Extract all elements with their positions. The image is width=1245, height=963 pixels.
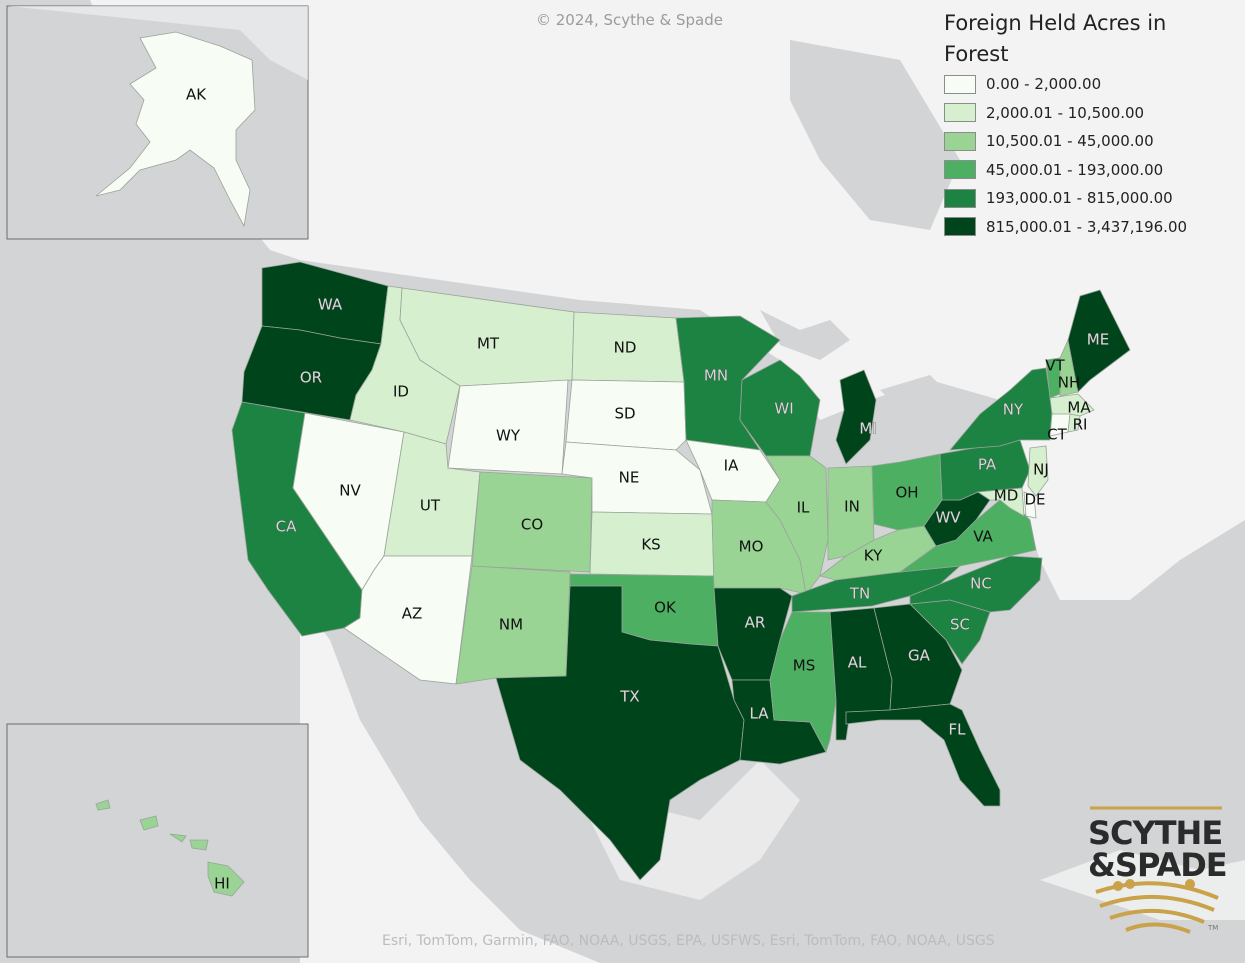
label-nm: NM [499, 616, 523, 634]
hawaii-inset: HI [6, 723, 309, 958]
label-ok: OK [654, 599, 677, 617]
label-wv: WV [935, 509, 961, 527]
state-tx[interactable] [495, 585, 745, 881]
label-az: AZ [402, 605, 423, 623]
label-ks: KS [641, 536, 660, 554]
label-vt: VT [1045, 357, 1065, 375]
label-ky: KY [864, 547, 883, 565]
label-fl: FL [949, 721, 967, 739]
legend-swatch [944, 217, 976, 237]
label-va: VA [973, 528, 993, 546]
state-fl[interactable] [845, 703, 1001, 807]
legend: Foreign Held Acres in Forest 0.00 - 2,00… [944, 8, 1244, 241]
scythe-spade-logo: SCYTHE &SPADE TM [1088, 806, 1226, 934]
label-nh: NH [1058, 374, 1081, 392]
label-sc: SC [950, 616, 970, 634]
legend-item: 193,000.01 - 815,000.00 [944, 184, 1244, 213]
legend-classes: 0.00 - 2,000.00 2,000.01 - 10,500.00 10,… [944, 70, 1244, 241]
legend-item: 0.00 - 2,000.00 [944, 70, 1244, 99]
legend-swatch [944, 103, 976, 123]
basemap-water [760, 40, 960, 410]
label-ca: CA [276, 518, 297, 536]
farm-field-icon [1095, 879, 1219, 934]
label-wa: WA [318, 296, 343, 314]
label-il: IL [797, 499, 810, 517]
state-sd[interactable] [565, 379, 687, 451]
label-or: OR [300, 369, 322, 387]
label-ri: RI [1073, 416, 1088, 434]
label-ak: AK [186, 86, 207, 104]
legend-swatch [944, 160, 976, 180]
label-mi: MI [859, 420, 876, 438]
states-layer [231, 261, 1131, 881]
label-pa: PA [978, 456, 997, 474]
state-mi[interactable] [835, 369, 877, 465]
label-ms: MS [793, 657, 815, 675]
legend-swatch [944, 131, 976, 151]
trademark-mark: TM [1207, 924, 1218, 932]
state-az[interactable] [343, 555, 473, 685]
state-me[interactable] [1067, 289, 1131, 393]
legend-item: 815,000.01 - 3,437,196.00 [944, 213, 1244, 242]
label-la: LA [750, 705, 770, 723]
state-md[interactable] [976, 487, 1025, 517]
label-ar: AR [745, 614, 766, 632]
legend-label: 815,000.01 - 3,437,196.00 [986, 217, 1188, 236]
label-sd: SD [614, 405, 635, 423]
legend-item: 45,000.01 - 193,000.00 [944, 156, 1244, 185]
label-id: ID [393, 383, 409, 401]
label-tn: TN [849, 585, 870, 603]
label-wi: WI [774, 400, 793, 418]
state-de[interactable] [1023, 491, 1037, 519]
state-nc[interactable] [909, 555, 1043, 613]
label-ma: MA [1067, 399, 1091, 417]
state-ma[interactable] [1049, 393, 1095, 417]
label-nd: ND [614, 339, 637, 357]
label-nv: NV [339, 482, 361, 500]
state-wi[interactable] [739, 359, 821, 457]
legend-label: 2,000.01 - 10,500.00 [986, 103, 1145, 122]
legend-label: 45,000.01 - 193,000.00 [986, 160, 1164, 179]
legend-label: 193,000.01 - 815,000.00 [986, 189, 1173, 208]
label-ne: NE [619, 469, 640, 487]
state-hi[interactable] [95, 799, 245, 897]
state-ak[interactable] [95, 31, 256, 228]
state-labels: WA OR CA NV ID MT WY UT AZ CO NM ND SD N… [275, 295, 1109, 739]
legend-label: 0.00 - 2,000.00 [986, 75, 1102, 94]
alaska-inset: AK [6, 5, 309, 240]
label-hi: HI [214, 875, 230, 893]
label-mo: MO [739, 538, 764, 556]
state-nj[interactable] [1027, 445, 1049, 497]
label-ct: CT [1047, 426, 1067, 444]
label-md: MD [994, 487, 1019, 505]
map-attribution: Esri, TomTom, Garmin, FAO, NOAA, USGS, E… [382, 933, 995, 949]
label-ut: UT [420, 497, 441, 515]
label-ny: NY [1003, 401, 1024, 419]
label-in: IN [844, 498, 860, 516]
logo-line1: SCYTHE [1088, 814, 1222, 852]
label-co: CO [521, 516, 543, 534]
logo-line2: &SPADE [1088, 846, 1226, 884]
label-nj: NJ [1033, 461, 1049, 479]
state-ri[interactable] [1067, 413, 1081, 433]
label-mn: MN [704, 367, 728, 385]
legend-item: 10,500.01 - 45,000.00 [944, 127, 1244, 156]
legend-item: 2,000.01 - 10,500.00 [944, 99, 1244, 128]
label-tx: TX [619, 688, 639, 706]
legend-label: 10,500.01 - 45,000.00 [986, 132, 1154, 151]
legend-swatch [944, 188, 976, 208]
label-me: ME [1087, 331, 1109, 349]
legend-title: Foreign Held Acres in Forest [944, 11, 1167, 66]
label-ga: GA [908, 647, 931, 665]
label-mt: MT [477, 335, 500, 353]
label-wy: WY [496, 427, 521, 445]
label-al: AL [848, 654, 867, 672]
label-nc: NC [970, 575, 992, 593]
label-oh: OH [895, 484, 918, 502]
label-ia: IA [724, 457, 739, 475]
legend-swatch [944, 74, 976, 94]
copyright-notice: © 2024, Scythe & Spade [536, 11, 723, 29]
label-de: DE [1024, 491, 1045, 509]
